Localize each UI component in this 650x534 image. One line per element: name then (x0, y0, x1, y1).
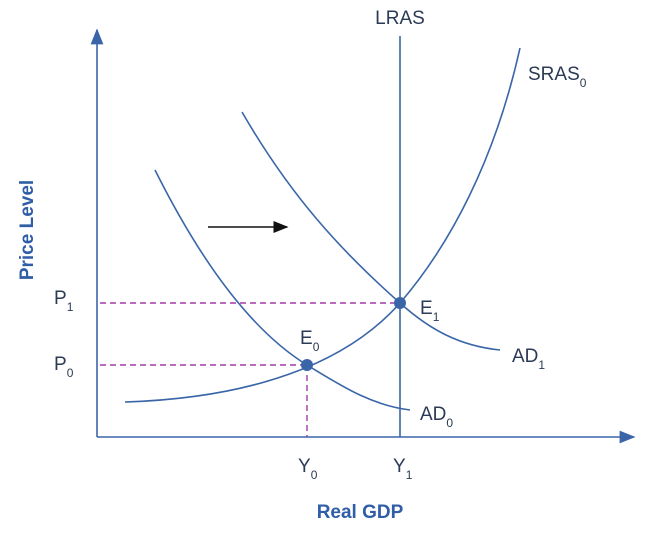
e0-label: E0 (300, 328, 320, 354)
label-sub: 1 (67, 300, 74, 314)
e1-label: E1 (420, 298, 440, 324)
label-main: P (54, 288, 67, 309)
label-sub: 0 (580, 76, 587, 90)
label-main: Y (393, 456, 406, 477)
label-main: SRAS (528, 64, 580, 85)
x-axis-title: Real GDP (317, 502, 404, 523)
label-main: AD (420, 404, 446, 425)
y-axis-title: Price Level (17, 180, 38, 280)
p1-label: P1 (54, 288, 74, 314)
label-main: P (54, 354, 67, 375)
label-sub: 1 (433, 310, 440, 324)
sras-label: SRAS0 (528, 64, 587, 90)
ad1-label: AD1 (512, 346, 545, 372)
y0-label: Y0 (298, 456, 318, 482)
label-main: AD (512, 346, 538, 367)
label-sub: 0 (67, 366, 74, 380)
label-main: E (420, 298, 433, 319)
ad0-label: AD0 (420, 404, 453, 430)
label-sub: 0 (313, 340, 320, 354)
label-sub: 0 (446, 416, 453, 430)
e0-point (301, 359, 313, 371)
p0-label: P0 (54, 354, 74, 380)
ad0-curve (154, 169, 411, 411)
label-sub: 0 (311, 468, 318, 482)
ad1-curve (241, 111, 501, 351)
e1-point (394, 297, 406, 309)
label-main: E (300, 328, 313, 349)
y1-label: Y1 (393, 456, 413, 482)
label-sub: 1 (538, 358, 545, 372)
label-sub: 1 (406, 468, 413, 482)
lras-label: LRAS (375, 8, 425, 29)
label-main: Y (298, 456, 311, 477)
